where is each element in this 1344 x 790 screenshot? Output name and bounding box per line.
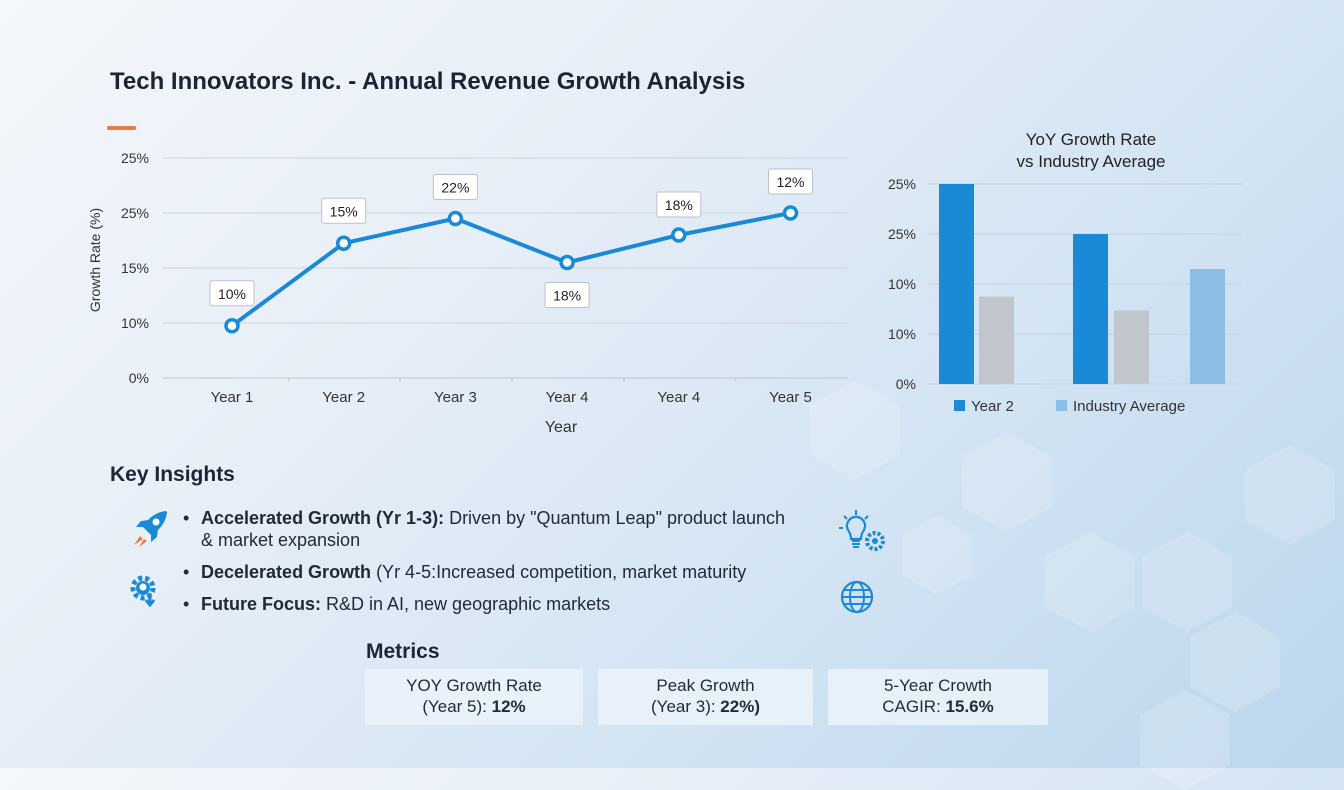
data-label-box xyxy=(656,191,702,218)
insight-item: • Accelerated Growth (Yr 1-3): Driven by … xyxy=(183,508,786,528)
page-title: Tech Innovators Inc. - Annual Revenue Gr… xyxy=(110,68,746,95)
bar xyxy=(939,184,974,384)
series-line xyxy=(230,211,791,328)
data-label-box xyxy=(432,174,478,200)
metric-label: 5-Year Crowth xyxy=(883,676,993,695)
bar xyxy=(1114,310,1149,384)
x-tick-label: Year 3 xyxy=(434,389,477,406)
y-tick-label: 10% xyxy=(888,326,916,342)
bar xyxy=(1073,234,1108,384)
bg-hexagon xyxy=(1045,532,1135,632)
metric-value: 22%) xyxy=(720,697,760,716)
gear-download-icon xyxy=(128,573,162,616)
metric-card-yoy: YOY Growth Rate (Year 5): 12% xyxy=(365,669,583,725)
metric-value: 15.6% xyxy=(945,697,994,716)
metrics-title: Metrics xyxy=(366,640,440,663)
legend-label: Year 2 xyxy=(971,398,1014,415)
metric-sublabel: (Year 3): xyxy=(651,697,721,716)
metric-value: 12% xyxy=(491,697,526,716)
metric-label: YOY Growth Rate xyxy=(406,676,542,695)
data-label-box xyxy=(209,280,255,307)
metric-card-cagr: 5-Year Crowth CAGIR: 15.6% xyxy=(828,669,1048,725)
data-point xyxy=(671,227,687,243)
y-tick-label: 25% xyxy=(121,150,149,166)
bg-hexagon xyxy=(1142,532,1232,632)
y-tick-label: 10% xyxy=(121,315,149,331)
legend-label: Industry Average xyxy=(1073,398,1185,415)
x-tick-label: Year 4 xyxy=(657,389,700,406)
metric-card-peak: Peak Growth (Year 3): 22%) xyxy=(598,669,813,725)
data-point xyxy=(335,235,352,251)
title-accent-bar xyxy=(107,126,136,130)
data-label-box xyxy=(321,197,367,224)
y-axis-title: Growth Rate (%) xyxy=(87,208,103,312)
bar-chart-title: YoY Growth Rate xyxy=(1026,130,1156,149)
data-label: 18% xyxy=(665,197,693,213)
data-point xyxy=(447,210,464,227)
legend-swatch-year2 xyxy=(954,400,965,411)
data-label: 18% xyxy=(553,288,581,304)
y-tick-label: 25% xyxy=(888,226,916,242)
data-label: 22% xyxy=(441,180,469,196)
x-axis-title: Year xyxy=(545,419,578,436)
data-point xyxy=(782,205,799,221)
y-tick-label: 25% xyxy=(888,176,916,192)
x-tick-label: Year 2 xyxy=(322,389,365,406)
y-tick-label: 0% xyxy=(129,370,149,386)
x-tick-label: Year 5 xyxy=(769,389,812,406)
x-tick-label: Year 4 xyxy=(546,389,589,406)
bg-hexagon xyxy=(1190,612,1280,712)
bar xyxy=(1190,269,1225,384)
insight-item: • Decelerated Growth (Yr 4-5:Increased co… xyxy=(183,562,747,582)
y-tick-label: 25% xyxy=(121,205,149,221)
rocket-icon xyxy=(130,508,170,555)
metric-sublabel: (Year 5): xyxy=(422,697,492,716)
data-label: 12% xyxy=(776,174,804,190)
y-tick-label: 0% xyxy=(896,376,916,392)
bar xyxy=(979,296,1014,384)
data-label: 15% xyxy=(330,203,358,219)
charts-canvas: 0% 10% 15% 25% 25% Year 1 Year 2 Year 3 Year 4 Ye… xyxy=(87,130,1242,436)
data-label-box xyxy=(544,282,590,308)
bar-chart-subtitle: vs Industry Average xyxy=(1017,152,1166,171)
metric-label: Peak Growth xyxy=(656,676,755,695)
key-insights-title: Key Insights xyxy=(110,463,235,486)
data-point xyxy=(559,254,575,271)
data-point xyxy=(224,318,240,334)
legend-swatch-industry xyxy=(1056,400,1067,411)
insight-item: • Future Focus: R&D in AI, new geographic… xyxy=(183,594,611,614)
lightbulb-gear-icon xyxy=(834,508,888,561)
y-tick-label: 10% xyxy=(888,276,916,292)
y-tick-label: 15% xyxy=(121,260,149,276)
data-label: 10% xyxy=(218,286,246,302)
x-tick-label: Year 1 xyxy=(211,389,254,406)
data-label-box xyxy=(768,168,813,195)
insight-item-continued: & market expansion xyxy=(201,530,361,550)
globe-icon xyxy=(840,580,874,619)
metric-sublabel: CAGIR: xyxy=(882,697,946,716)
